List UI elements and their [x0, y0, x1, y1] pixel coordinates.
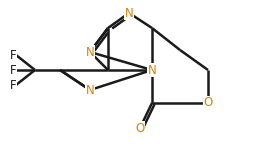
Text: O: O [203, 97, 213, 109]
Text: O: O [135, 122, 145, 134]
Text: N: N [125, 6, 133, 20]
Text: N: N [148, 63, 156, 77]
Text: F: F [9, 79, 16, 91]
Text: F: F [9, 49, 16, 61]
Text: N: N [86, 45, 94, 59]
Text: N: N [86, 83, 94, 97]
Text: F: F [9, 63, 16, 77]
